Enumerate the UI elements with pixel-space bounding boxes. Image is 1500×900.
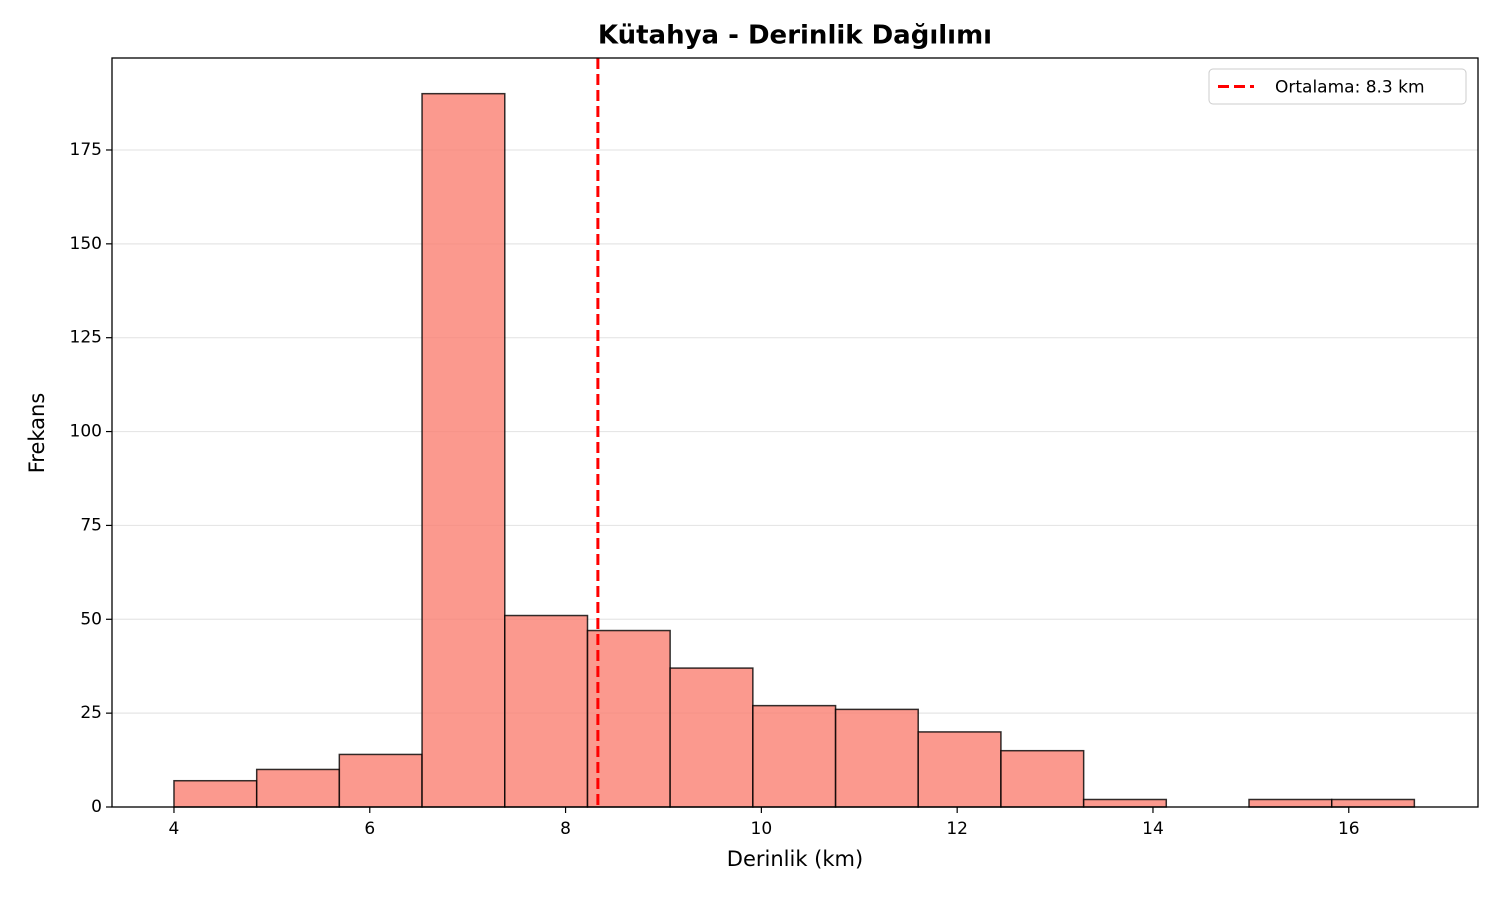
bar	[421, 92, 506, 808]
x-axis-label: Derinlik (km)	[727, 847, 863, 871]
x-tick-label: 6	[364, 819, 375, 839]
bar	[586, 629, 671, 808]
y-tick-label: 0	[91, 797, 102, 817]
bar	[255, 768, 341, 808]
bar	[834, 708, 919, 808]
y-tick-label: 100	[70, 422, 102, 442]
bar	[173, 779, 258, 808]
bar	[752, 704, 837, 808]
bar	[1082, 798, 1168, 808]
y-tick-label: 175	[70, 140, 102, 160]
bar	[917, 731, 1002, 808]
x-tick-label: 14	[1142, 819, 1164, 839]
x-tick-label: 8	[560, 819, 571, 839]
bar	[338, 753, 423, 808]
bar	[1000, 749, 1085, 808]
x-tick-label: 4	[169, 819, 180, 839]
y-tick-label: 50	[80, 609, 102, 629]
y-tick-label: 75	[80, 515, 102, 535]
chart-title: Kütahya - Derinlik Dağılımı	[598, 21, 992, 51]
y-tick-label: 125	[70, 328, 102, 348]
y-tick-label: 150	[70, 234, 102, 254]
bar	[669, 667, 754, 808]
legend-label: Ortalama: 8.3 km	[1275, 78, 1425, 98]
y-tick-label: 25	[80, 703, 102, 723]
x-tick-label: 16	[1338, 819, 1360, 839]
x-tick-label: 12	[946, 819, 968, 839]
plot-frame	[111, 57, 1479, 808]
x-tick-label: 10	[751, 819, 773, 839]
bar	[1330, 798, 1416, 808]
bar	[504, 614, 589, 808]
y-axis-label: Frekans	[25, 393, 49, 474]
bar	[1248, 798, 1333, 808]
legend-box	[1208, 68, 1467, 105]
